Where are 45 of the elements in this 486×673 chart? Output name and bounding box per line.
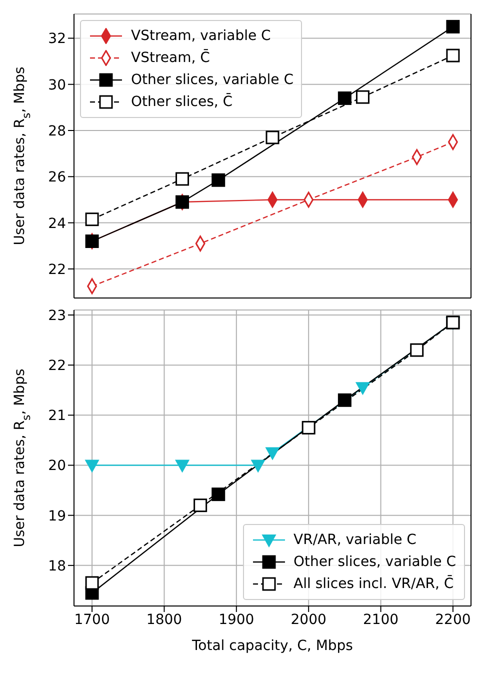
point — [176, 460, 190, 472]
point — [338, 91, 352, 105]
legend-label: All slices incl. VR/AR, C̄ — [294, 574, 454, 594]
point — [410, 343, 424, 357]
y-tick-label: 22 — [48, 262, 66, 278]
x-tick-label: 2200 — [435, 612, 471, 628]
point — [85, 212, 99, 226]
y-tick-label: 20 — [48, 458, 66, 474]
point — [302, 420, 316, 434]
point — [446, 48, 460, 62]
point — [176, 172, 190, 186]
legend-label: VR/AR, variable C — [294, 531, 416, 550]
x-tick-label: 2100 — [362, 612, 399, 628]
y-tick-label: 19 — [48, 508, 66, 524]
point — [85, 576, 99, 590]
y-tick-label: 28 — [48, 123, 66, 140]
point — [266, 130, 280, 144]
point — [266, 447, 280, 460]
point — [356, 382, 370, 394]
legend-label: Other slices, variable C — [131, 71, 294, 90]
legend-label: Other slices, variable C — [294, 553, 456, 572]
y-tick-label: 32 — [48, 31, 66, 48]
y-tick-label: 22 — [48, 358, 66, 374]
x-tick-label: 1900 — [218, 612, 254, 628]
y-tick-label: 23 — [48, 308, 66, 324]
point — [251, 460, 265, 472]
y-tick-label: 21 — [48, 408, 66, 424]
point — [194, 498, 208, 512]
point — [446, 20, 460, 34]
x-tick-label: 1700 — [74, 612, 110, 628]
point — [212, 488, 226, 502]
point — [338, 393, 352, 407]
point — [356, 90, 370, 104]
point — [212, 173, 226, 187]
legend-label: VStream, variable C — [131, 27, 271, 46]
y-tick-label: 24 — [48, 216, 66, 232]
x-tick-label: 1800 — [146, 612, 182, 628]
x-axis-title: Total capacity, C, Mbps — [191, 638, 353, 654]
point — [85, 460, 99, 472]
y-tick-label: 30 — [48, 77, 66, 94]
x-tick-label: 2000 — [290, 612, 326, 628]
legend-label: VStream, C̄ — [131, 48, 210, 68]
y-tick-label: 18 — [48, 558, 66, 574]
legend-label: Other slices, C̄ — [131, 92, 233, 112]
y-tick-label: 26 — [48, 170, 66, 186]
